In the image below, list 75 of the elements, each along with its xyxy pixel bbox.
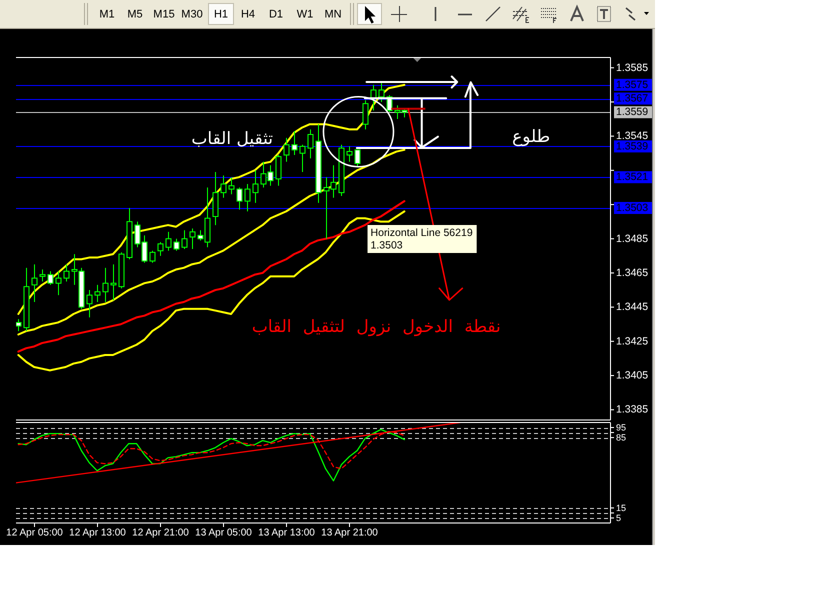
x-tick-label: 12 Apr 21:00 [132, 528, 190, 538]
candlestick [150, 250, 156, 264]
candlestick [236, 186, 242, 210]
candlestick [308, 128, 314, 159]
x-tick-label: 13 Apr 13:00 [258, 528, 316, 538]
y-tick-label: 1.3545 [616, 130, 648, 142]
candlestick [370, 84, 376, 112]
candlestick [190, 228, 196, 250]
text: D1 [268, 8, 284, 20]
ref-line-label: 1.3559 [616, 106, 648, 118]
candlestick [354, 149, 360, 168]
candlestick [166, 231, 172, 252]
candlestick [86, 290, 92, 318]
ref-line-label: 1.3575 [616, 78, 648, 91]
ref-line-label: 1.3567 [616, 92, 648, 105]
candlestick [300, 144, 306, 173]
text: M15 [153, 8, 175, 20]
candlestick [212, 172, 218, 226]
candlestick [56, 270, 62, 296]
y-tick-label: 1.3445 [616, 301, 648, 314]
candlestick [292, 130, 298, 156]
candlestick [276, 154, 282, 186]
text: H4 [240, 8, 256, 20]
candlestick [378, 82, 384, 102]
y-tick-label: 1.3465 [616, 266, 648, 279]
candlestick [102, 267, 108, 303]
y-tick-label: 5 [616, 512, 622, 523]
candlestick [244, 184, 250, 212]
candlestick [228, 176, 234, 195]
y-tick-label: 1.3405 [616, 370, 648, 382]
text: M1 [99, 8, 115, 20]
y-tick-label: 1.3485 [616, 232, 648, 245]
candlestick [32, 264, 38, 303]
ref-line-label: 1.3521 [616, 171, 648, 184]
candlestick [40, 269, 46, 282]
ref-line-label: 1.3539 [616, 140, 648, 152]
y-tick-label: 1.3425 [616, 335, 648, 348]
text: W1 [296, 8, 314, 20]
candlestick [174, 238, 180, 252]
candlestick [362, 100, 368, 130]
y-tick-label: 85 [616, 432, 626, 443]
candlestick [220, 174, 226, 198]
annotation: تثقيل القاب [191, 129, 274, 149]
candlestick [94, 284, 100, 303]
candlestick [126, 207, 132, 260]
x-tick-label: 12 Apr 05:00 [6, 528, 64, 538]
candlestick [118, 252, 124, 289]
candlestick [16, 318, 22, 332]
y-tick-label: 95 [616, 422, 626, 433]
candlestick [158, 242, 164, 256]
x-tick-label: 13 Apr 05:00 [195, 528, 252, 538]
x-tick-label: 13 Apr 21:00 [321, 528, 378, 538]
y-tick-label: 1.3385 [616, 404, 648, 416]
y-tick-label: 1.3585 [616, 62, 648, 74]
annotation: Horizontal Line 56219 1.3503 [370, 227, 473, 252]
candlestick [316, 124, 322, 204]
y-tick-label: 15 [616, 502, 626, 513]
candlestick [284, 137, 290, 162]
candlestick [24, 267, 30, 332]
candlestick [48, 270, 54, 286]
line-series [18, 428, 405, 482]
annotation: طلوع [512, 127, 550, 147]
candlestick [338, 144, 344, 196]
annotation: نقطة الدخول نزول لتثقيل القاب [252, 317, 501, 337]
candlestick [346, 146, 352, 162]
candlestick [252, 170, 258, 204]
text: M30 [181, 8, 203, 20]
text: M5 [127, 8, 143, 20]
candlestick [182, 230, 188, 250]
x-tick-label: 12 Apr 13:00 [69, 528, 126, 538]
candlestick [110, 264, 116, 301]
text: MN [324, 8, 342, 20]
ref-line-label: 1.3503 [616, 202, 648, 214]
text: H1 [214, 8, 228, 20]
candlestick [64, 264, 70, 282]
